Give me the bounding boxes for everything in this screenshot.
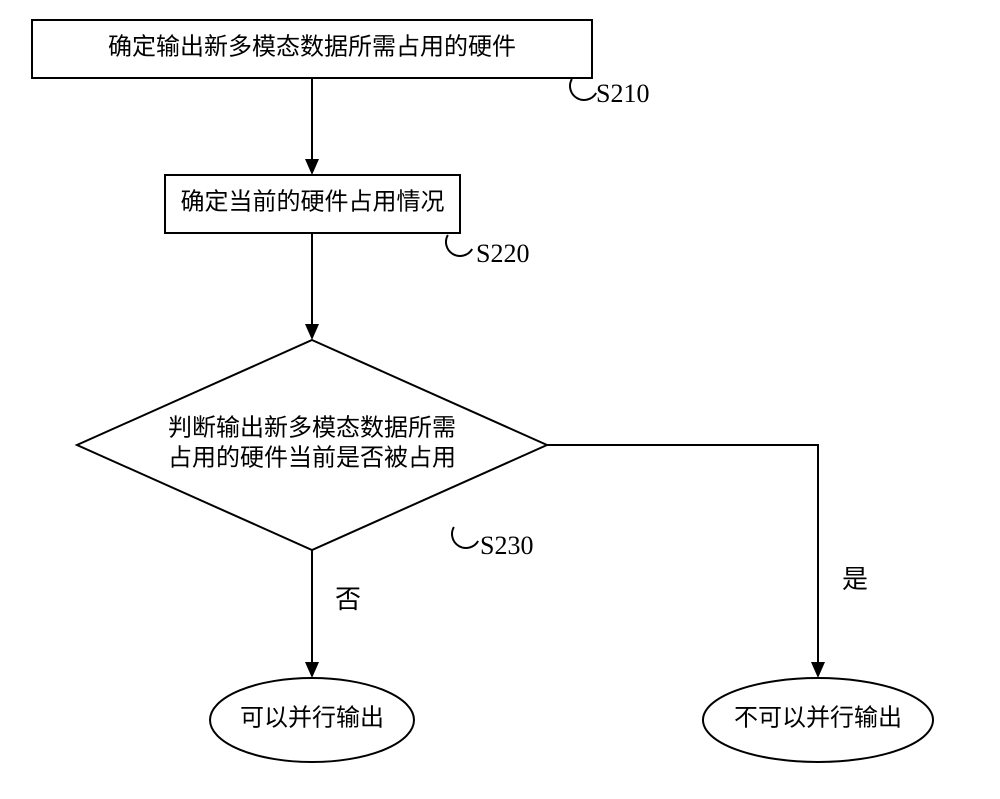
node-text: 占用的硬件当前是否被占用 (168, 445, 456, 472)
node-text: 判断输出新多模态数据所需 (168, 415, 456, 442)
edge-label: 是 (842, 565, 868, 594)
step-label: S230 (480, 531, 533, 560)
node-text: 确定当前的硬件占用情况 (181, 189, 445, 216)
flowchart-canvas: 否 是 确定输出新多模态数据所需占用的硬件确定当前的硬件占用情况判断输出新多模态数据… (0, 0, 1000, 799)
node-text: 确定输出新多模态数据所需占用的硬件 (108, 34, 516, 61)
node-text: 可以并行输出 (240, 705, 384, 732)
node-text: 不可以并行输出 (734, 705, 902, 732)
step-label: S210 (596, 79, 649, 108)
step-label: S220 (476, 239, 529, 268)
edge-label: 否 (335, 585, 361, 614)
